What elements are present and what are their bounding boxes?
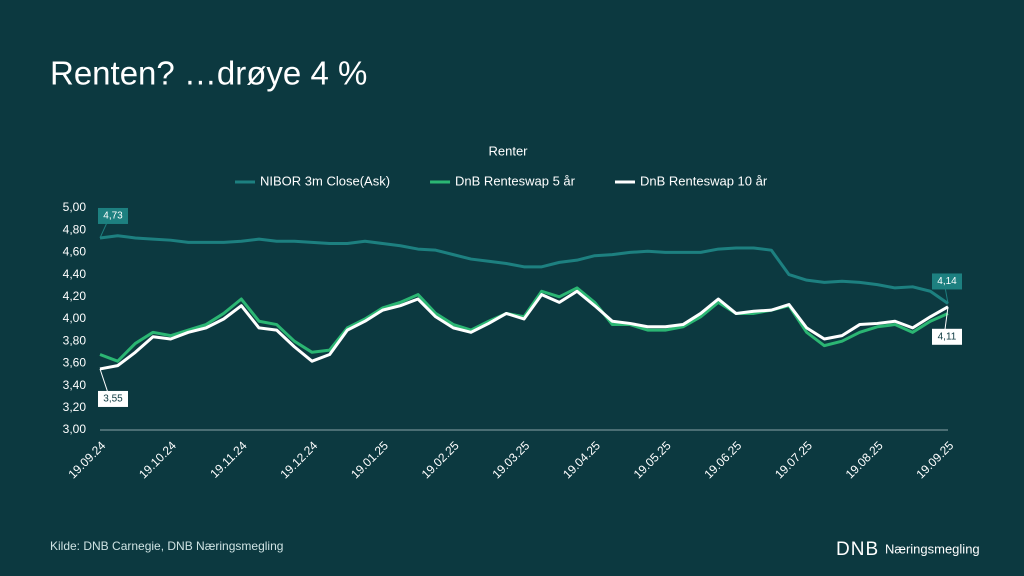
label-box [98, 390, 128, 407]
slide-title: Renten? …drøye 4 % [50, 55, 367, 92]
source: Kilde: DNB Carnegie, DNB Næringsmegling [50, 539, 283, 553]
y-tick-label: 3,40 [63, 378, 87, 392]
label-box [932, 273, 962, 290]
data-label: 3,55 [103, 394, 123, 405]
logo: DNB [836, 539, 879, 560]
chart-title: Renter [488, 143, 528, 158]
label-box [932, 328, 962, 345]
y-tick-label: 3,20 [63, 400, 87, 414]
series-line [99, 234, 949, 305]
series-line [99, 289, 949, 371]
y-tick-label: 4,80 [63, 222, 87, 236]
data-label: 4,73 [103, 211, 123, 222]
y-tick-label: 4,00 [63, 311, 87, 325]
data-label: 4,11 [938, 331, 957, 342]
y-tick-label: 5,00 [63, 200, 87, 214]
data-label: 4,14 [937, 276, 957, 287]
logo-text: Næringsmegling [885, 541, 980, 556]
y-tick-label: 4,60 [63, 245, 87, 259]
legend-label: DnB Renteswap 10 år [640, 173, 768, 188]
y-tick-label: 3,00 [63, 422, 87, 436]
legend-label: DnB Renteswap 5 år [455, 173, 576, 188]
y-tick-label: 3,80 [63, 333, 87, 347]
y-tick-label: 3,60 [63, 356, 87, 370]
y-tick-label: 4,20 [63, 289, 87, 303]
y-tick-label: 4,40 [63, 267, 87, 281]
label-box [98, 207, 128, 224]
legend-label: NIBOR 3m Close(Ask) [260, 173, 390, 188]
